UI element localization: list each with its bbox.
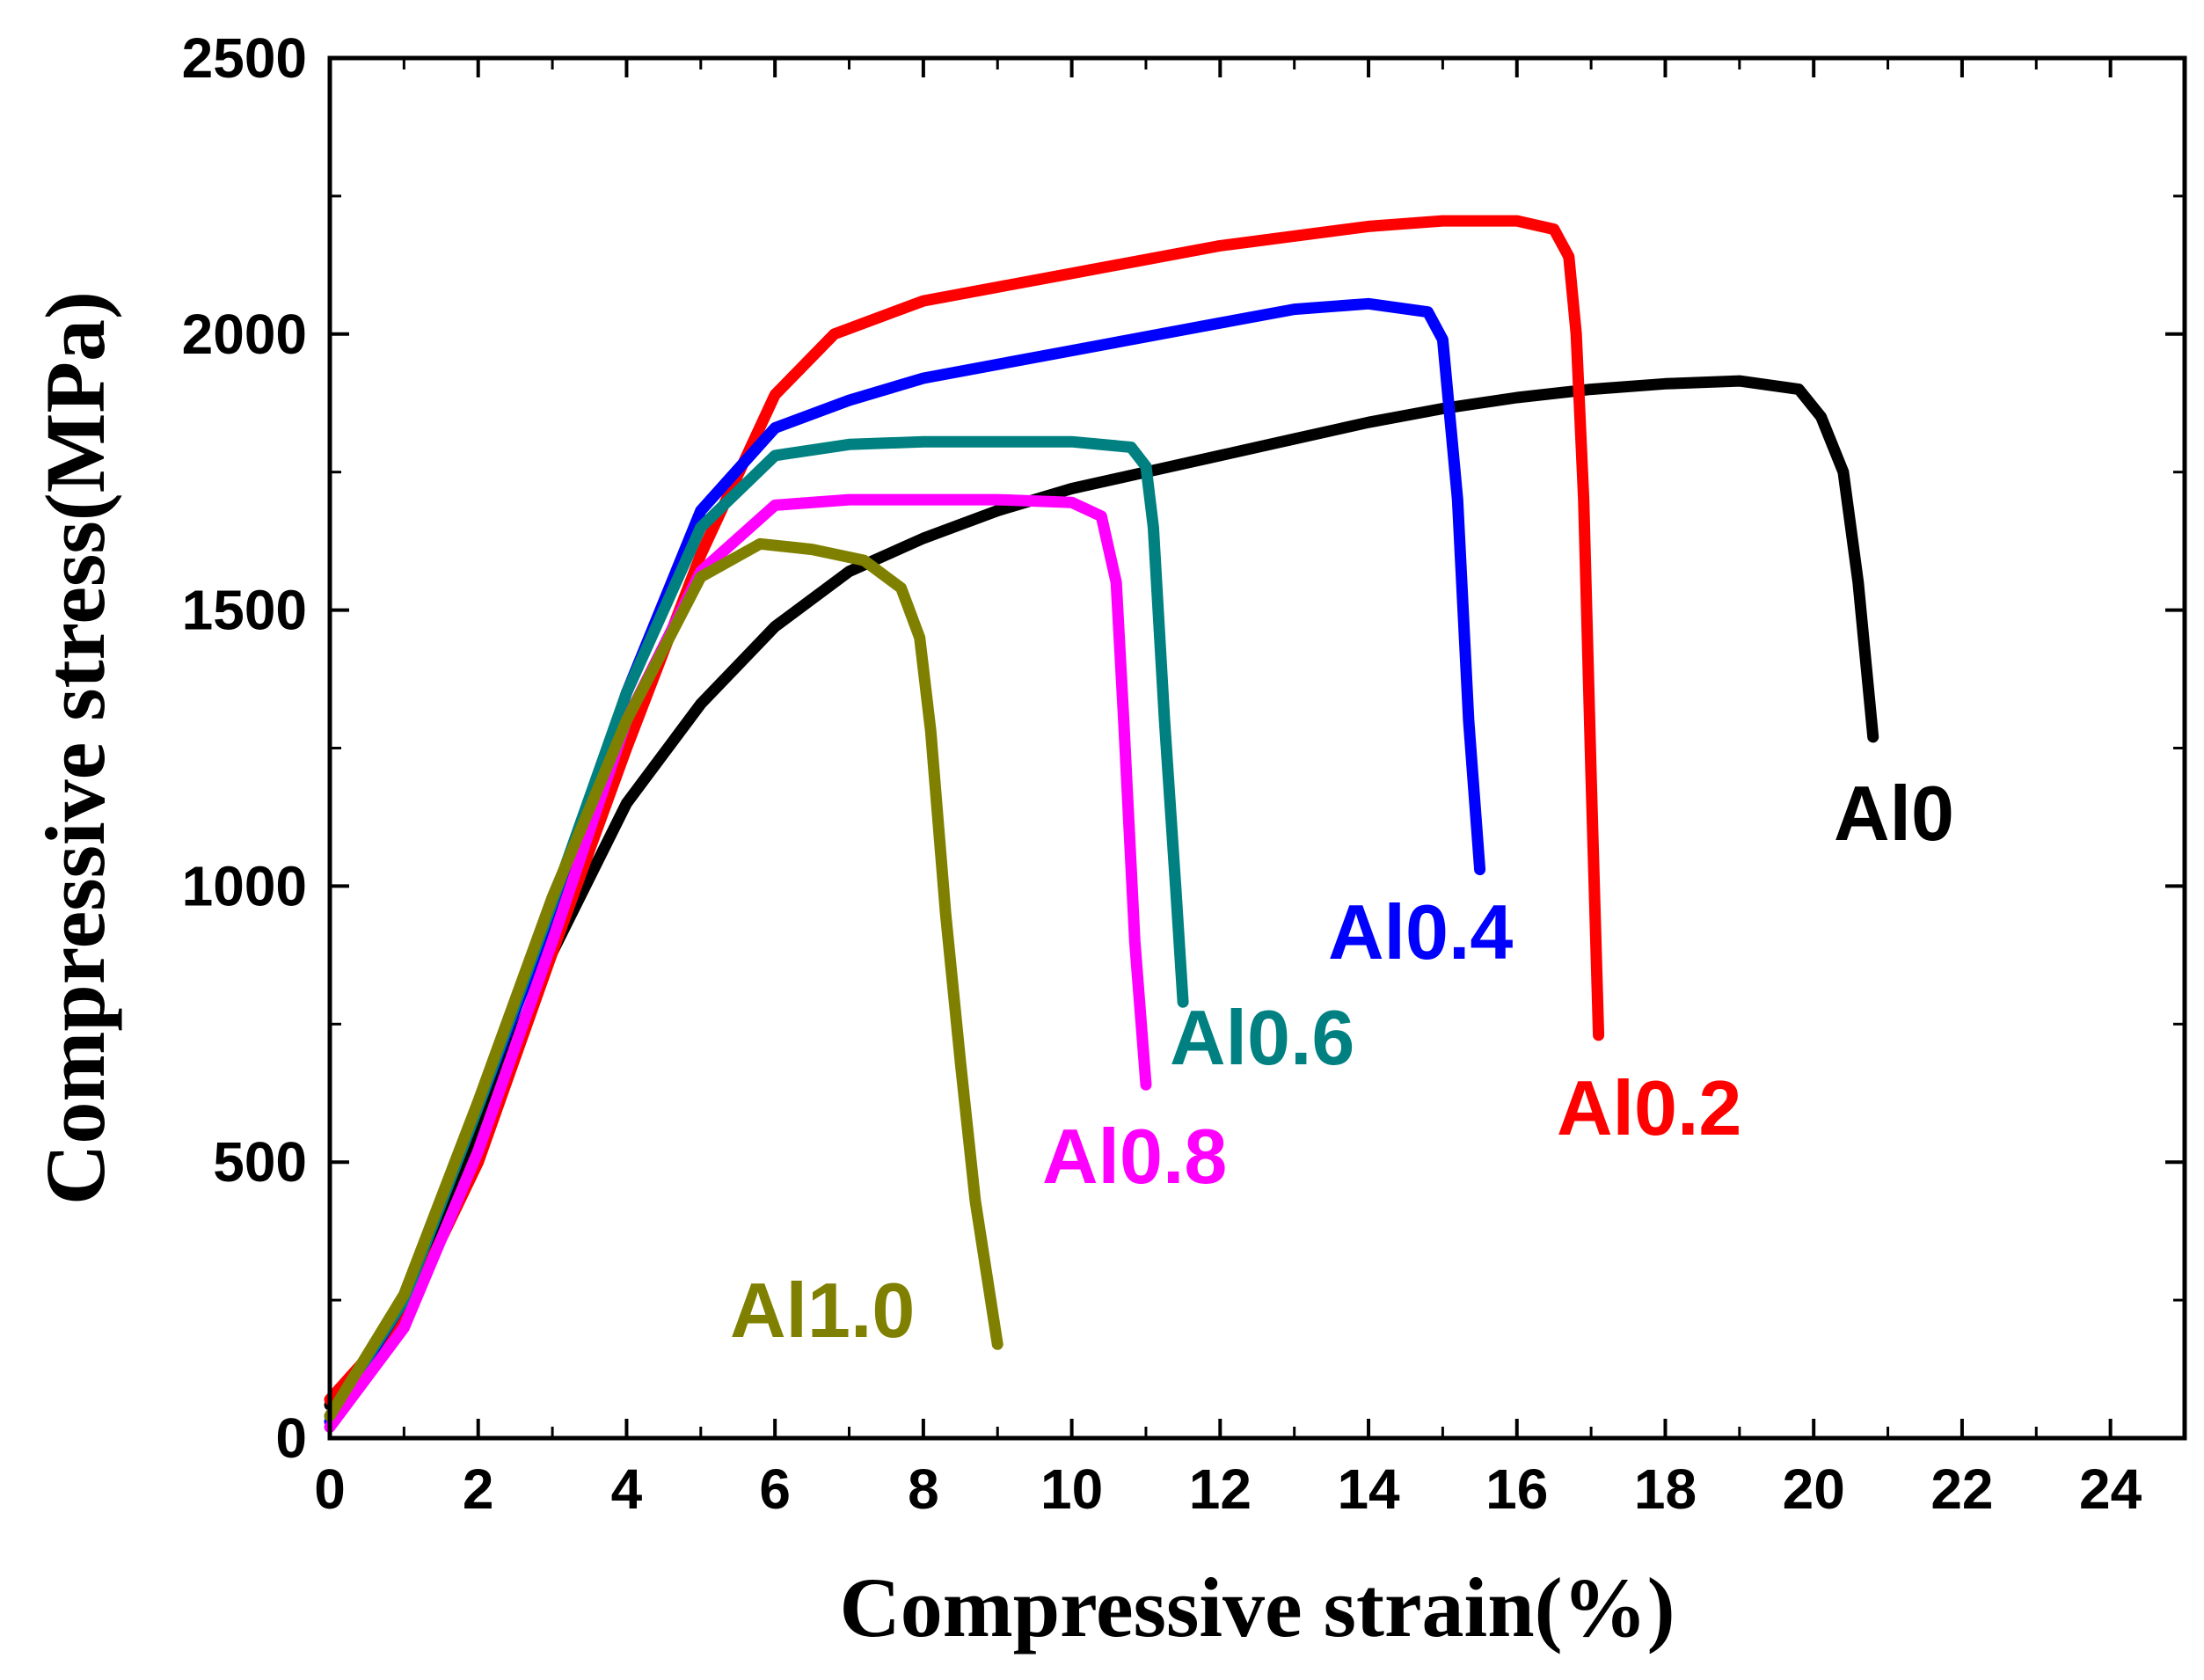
x-axis-title: Compressive strain(%) (839, 1560, 1675, 1654)
series-label-al0-6: Al0.6 (1170, 994, 1354, 1081)
x-tick-label: 4 (611, 1457, 643, 1521)
series-labels: Al0 Al0.2 Al0.4 Al0.6 Al0.8 Al1.0 (730, 770, 1954, 1354)
series-label-al1-0: Al1.0 (730, 1267, 915, 1354)
series-label-al0-8: Al0.8 (1042, 1113, 1227, 1200)
y-axis-title: Compressive stress(MPa) (28, 291, 122, 1205)
x-tick-label: 2 (463, 1457, 494, 1521)
series-label-al0-4: Al0.4 (1328, 888, 1513, 975)
y-tick-label: 1000 (182, 854, 307, 917)
y-tick-label: 2000 (182, 303, 307, 366)
x-tick-label: 18 (1634, 1457, 1697, 1521)
x-tick-label: 0 (314, 1457, 346, 1521)
x-tick-label: 12 (1189, 1457, 1252, 1521)
y-tick-label: 0 (275, 1406, 307, 1470)
x-tick-label: 20 (1783, 1457, 1845, 1521)
series-group (324, 215, 1879, 1433)
x-tick-label: 8 (908, 1457, 939, 1521)
y-tick-label: 1500 (182, 579, 307, 642)
y-tick-label: 500 (213, 1130, 307, 1194)
series-line-al0-2 (324, 215, 1605, 1406)
series-label-al0-2: Al0.2 (1557, 1064, 1741, 1151)
x-tick-label: 22 (1930, 1457, 1993, 1521)
axis-ticks: 0 2 4 6 8 10 12 14 16 18 20 22 240500100015002000250… (182, 26, 2185, 1521)
series-line-al0 (324, 375, 1879, 1411)
x-tick-label: 24 (2079, 1457, 2142, 1521)
x-tick-label: 16 (1485, 1457, 1548, 1521)
series-line-al0-8 (324, 493, 1152, 1433)
series-line-al0-4 (324, 297, 1486, 1428)
x-tick-label: 6 (759, 1457, 791, 1521)
y-tick-label: 2500 (182, 26, 307, 90)
series-label-al0: Al0 (1834, 770, 1954, 857)
x-tick-label: 14 (1337, 1457, 1400, 1521)
x-tick-label: 10 (1040, 1457, 1103, 1521)
series-line-al1-0 (324, 537, 1003, 1422)
